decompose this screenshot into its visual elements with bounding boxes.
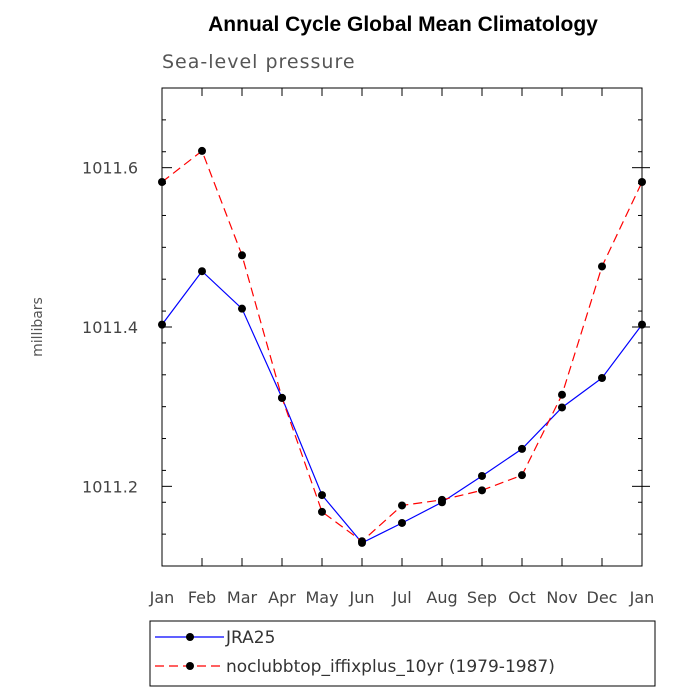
x-tick-label: Nov [546,588,577,607]
series-0-point [598,373,606,382]
x-tick-label: Oct [508,588,536,607]
series-1-point [158,178,166,187]
legend-label-0: JRA25 [225,628,275,648]
series-0-point [638,320,646,329]
x-tick-label: Jul [391,588,411,607]
series-1-point [598,262,606,271]
series-1-point [238,251,246,260]
y-tick-label: 1011.2 [82,477,138,496]
x-axis-ticks: Jan Feb Mar Apr May Jun Jul Aug Sep Oct Nov Dec Jan [149,88,655,607]
x-tick-label: Dec [587,588,618,607]
y-tick-label: 1011.6 [82,159,138,178]
x-tick-label: Apr [268,588,296,607]
series-0-point [198,267,206,276]
series-layer [158,146,646,547]
legend-marker-1 [186,662,194,670]
y-axis-label: millibars [30,297,46,357]
series-1-point [518,471,526,480]
x-tick-label: Feb [188,588,216,607]
legend-marker-0 [186,633,194,641]
legend: JRA25 noclubbtop_iffixplus_10yr (1979-198… [149,620,656,687]
series-1-point [318,507,326,516]
series-1-point [438,495,446,504]
series-0-point [558,403,566,412]
series-0-point [518,444,526,453]
series-0-point [238,304,246,313]
series-1-point [198,146,206,155]
series-0-point [158,320,166,329]
x-tick-label: May [305,588,338,607]
y-tick-label: 1011.4 [82,318,138,337]
x-tick-label: Jun [349,588,375,607]
series-1-point [478,486,486,495]
x-tick-label: Sep [467,588,497,607]
x-tick-label: Mar [227,588,258,607]
minor-ticks [162,119,642,535]
series-1-point [278,393,286,402]
plot-frame [161,87,643,567]
series-1-point [558,390,566,399]
legend-label-1: noclubbtop_iffixplus_10yr (1979-1987) [226,657,555,677]
chart-title: Annual Cycle Global Mean Climatology [208,13,598,36]
series-line-1 [161,149,643,543]
x-tick-label: Jan [149,588,175,607]
series-0-point [318,491,326,500]
chart-subtitle: Sea-level pressure [162,51,356,73]
legend-box [149,620,656,687]
series-1-point [638,178,646,187]
x-tick-label: Aug [426,588,457,607]
series-0-point [398,518,406,527]
series-1-point [358,537,366,546]
x-tick-label: Jan [629,588,655,607]
y-axis-ticks: 1011.2 1011.4 1011.6 [82,159,650,496]
series-0-point [478,471,486,480]
legend-items: JRA25 noclubbtop_iffixplus_10yr (1979-198… [155,628,555,677]
series-1-point [398,501,406,510]
